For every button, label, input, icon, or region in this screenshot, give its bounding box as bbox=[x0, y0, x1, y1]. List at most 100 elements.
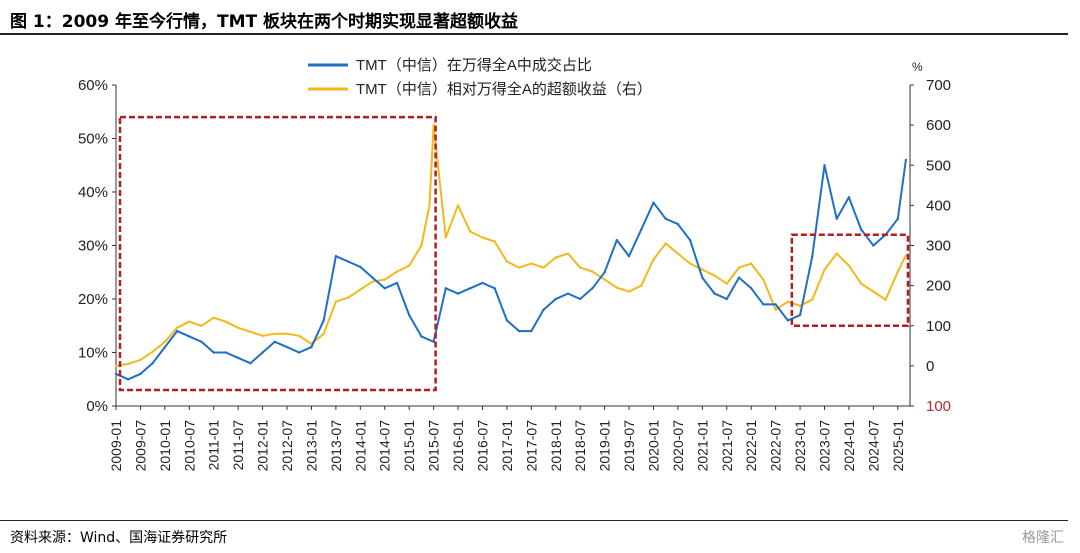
turnover-share-point bbox=[798, 313, 802, 317]
turnover-share-point bbox=[359, 265, 362, 269]
turnover-share-point bbox=[701, 276, 704, 279]
bottom-rule bbox=[0, 520, 1068, 521]
turnover-share-point bbox=[432, 340, 435, 343]
excess-return-point bbox=[542, 266, 545, 269]
turnover-share-point bbox=[603, 271, 606, 274]
excess-return-point bbox=[212, 316, 215, 319]
excess-return-point bbox=[469, 230, 472, 233]
right-tick-label: 0 bbox=[926, 358, 934, 375]
right-tick-label: 600 bbox=[926, 117, 951, 134]
excess-return-point bbox=[420, 244, 423, 247]
turnover-share-point bbox=[444, 287, 448, 290]
left-tick-label: 0% bbox=[86, 398, 108, 415]
left-tick-label: 50% bbox=[78, 131, 108, 148]
turnover-share-point bbox=[713, 292, 716, 295]
excess-return-point bbox=[640, 284, 643, 287]
excess-return-point bbox=[285, 332, 289, 335]
turnover-share-point bbox=[236, 356, 240, 360]
turnover-share-point bbox=[334, 255, 338, 258]
excess-return-point bbox=[713, 274, 716, 277]
x-tick-label: 2009-07 bbox=[132, 420, 148, 472]
series-layer bbox=[114, 123, 908, 381]
turnover-share-point bbox=[811, 255, 814, 258]
x-axis: 2009-01 2009-07 2010-01 2010-07 2011-01 2011-… bbox=[108, 405, 910, 472]
left-tick-label: 40% bbox=[78, 184, 108, 201]
excess-return-point bbox=[432, 123, 435, 127]
excess-return-point bbox=[664, 242, 667, 245]
right-tick-label: 300 bbox=[926, 238, 951, 255]
excess-return-point bbox=[444, 236, 448, 239]
excess-return-point bbox=[762, 278, 765, 281]
left-tick-label: 30% bbox=[78, 238, 108, 255]
x-tick-label: 2023-01 bbox=[792, 420, 808, 472]
excess-return-point bbox=[554, 256, 557, 259]
excess-return-point bbox=[456, 204, 460, 207]
excess-return-point bbox=[725, 282, 728, 285]
turnover-share-point bbox=[493, 287, 496, 290]
turnover-share-point bbox=[273, 340, 276, 343]
excess-return-point bbox=[835, 252, 838, 255]
legend-label-turnover: TMT（中信）在万得全A中成交占比 bbox=[356, 56, 592, 74]
excess-return-point bbox=[395, 270, 399, 273]
excess-return-point bbox=[200, 324, 203, 327]
turnover-share-point bbox=[615, 238, 619, 242]
turnover-share-point bbox=[725, 297, 728, 301]
turnover-share-point bbox=[627, 255, 631, 258]
x-tick-label: 2012-07 bbox=[279, 420, 295, 472]
excess-return-point bbox=[603, 278, 606, 281]
excess-return-point bbox=[322, 332, 325, 335]
top-rule bbox=[0, 33, 1068, 35]
x-tick-label: 2010-07 bbox=[181, 420, 197, 472]
turnover-share-point bbox=[224, 351, 228, 354]
excess-return-point bbox=[676, 252, 680, 255]
chart: 0% 10% 20% 30% 40% 50% 60% 100 0 100 200 300 400 500… bbox=[78, 56, 951, 472]
turnover-share-point bbox=[200, 340, 203, 343]
turnover-share-point bbox=[371, 276, 374, 279]
turnover-share-point bbox=[904, 158, 908, 162]
turnover-share-point bbox=[163, 345, 167, 349]
right-axis: 100 0 100 200 300 400 500 600 700% bbox=[909, 60, 951, 415]
turnover-share-point bbox=[322, 319, 325, 322]
annotation-layer bbox=[118, 115, 910, 392]
turnover-share-point bbox=[750, 287, 753, 290]
excess-return-point bbox=[359, 288, 362, 291]
excess-return-point bbox=[273, 332, 276, 335]
excess-return-point bbox=[151, 350, 154, 354]
excess-return-point bbox=[114, 364, 118, 368]
x-tick-label: 2015-07 bbox=[426, 420, 442, 472]
x-tick-label: 2014-01 bbox=[352, 420, 368, 472]
excess-return-point bbox=[127, 362, 130, 366]
excess-return-point bbox=[236, 326, 240, 329]
x-tick-label: 2020-07 bbox=[670, 420, 686, 472]
right-tick-label: 500 bbox=[926, 157, 951, 174]
excess-return-point bbox=[652, 258, 655, 261]
x-tick-label: 2023-07 bbox=[816, 420, 832, 472]
right-tick-label: 400 bbox=[926, 197, 951, 214]
excess-return-point bbox=[823, 268, 826, 271]
right-tick-label: 100 bbox=[926, 318, 951, 335]
x-tick-label: 2016-01 bbox=[450, 420, 466, 472]
excess-return-point bbox=[188, 320, 191, 323]
excess-return-point bbox=[627, 290, 631, 293]
turnover-share-point bbox=[505, 319, 509, 322]
turnover-share-point bbox=[456, 292, 460, 295]
turnover-share-point bbox=[175, 329, 179, 333]
x-tick-label: 2017-07 bbox=[523, 420, 539, 472]
turnover-share-point bbox=[139, 372, 142, 376]
x-tick-label: 2019-01 bbox=[597, 420, 613, 472]
excess-return-point bbox=[407, 264, 411, 267]
turnover-share-point bbox=[383, 287, 386, 290]
turnover-share-point bbox=[823, 164, 826, 167]
excess-return-point bbox=[884, 298, 887, 301]
excess-return-point bbox=[139, 358, 142, 362]
turnover-share-point bbox=[261, 351, 264, 354]
turnover-share-point bbox=[127, 378, 130, 381]
x-tick-label: 2011-01 bbox=[206, 420, 222, 471]
turnover-share-point bbox=[652, 201, 655, 204]
excess-return-point bbox=[591, 270, 594, 273]
excess-return-point bbox=[261, 334, 264, 337]
right-axis-unit: % bbox=[912, 60, 923, 74]
excess-return-point bbox=[578, 266, 582, 269]
legend-label-excess: TMT（中信）相对万得全A的超额收益（右） bbox=[356, 80, 652, 98]
turnover-share-point bbox=[346, 260, 350, 263]
